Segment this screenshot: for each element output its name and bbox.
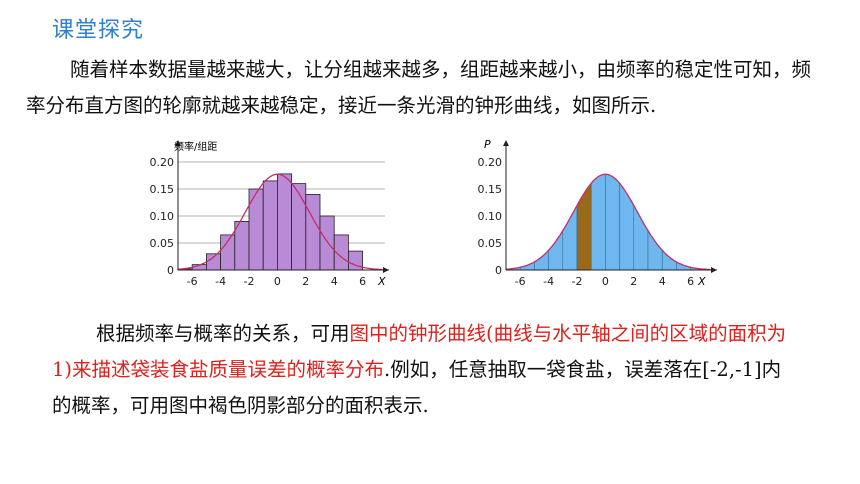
- area-strip: [633, 205, 649, 271]
- x-tick-label: 6: [359, 275, 366, 288]
- section-heading: 课堂探究: [52, 18, 145, 43]
- area-strip: [647, 229, 663, 271]
- y-axis-arrow-icon: [175, 140, 181, 146]
- explanation-paragraph: 根据频率与概率的关系，可用图中的钟形曲线(曲线与水平轴之间的区域的面积为1)来描…: [52, 316, 792, 424]
- x-tick-label: -6: [515, 275, 526, 288]
- bell-curve: [505, 173, 711, 271]
- x-tick-label: -4: [215, 275, 226, 288]
- area-strip: [619, 182, 635, 271]
- x-tick-label: 2: [302, 275, 309, 288]
- histogram-bar: [262, 180, 278, 271]
- histogram-y-axis-label: 频率/组距: [174, 140, 217, 153]
- y-tick-label: 0.10: [478, 210, 503, 223]
- x-axis-arrow-icon: [383, 267, 389, 273]
- histogram-y-tick-labels: 0 0.05 0.10 0.15 0.20: [150, 156, 175, 277]
- histogram-bar: [305, 194, 321, 271]
- y-tick-label: 0.20: [478, 156, 503, 169]
- x-tick-label: 0: [274, 275, 281, 288]
- bell-y-axis-label: P: [484, 138, 491, 151]
- x-tick-label: 6: [687, 275, 694, 288]
- intro-text: 随着样本数据量越来越大，让分组越来越多，组距越来越小，由频率的稳定性可知，频率分…: [26, 58, 812, 117]
- x-tick-label: 0: [602, 275, 609, 288]
- x-tick-label: -4: [543, 275, 554, 288]
- bell-curve-figure: P X 0 0.05 0.10 0.15 0.20 -6 -4 -2 0 2 4 6: [478, 138, 717, 288]
- y-tick-label: 0.15: [150, 183, 175, 196]
- x-tick-label: -2: [572, 275, 583, 288]
- bell-area-strips: [505, 174, 706, 271]
- bell-x-axis-label: X: [697, 275, 706, 288]
- y-tick-label: 0.05: [150, 237, 175, 250]
- x-axis-arrow-icon: [711, 267, 717, 273]
- histogram-x-tick-labels: -6 -4 -2 0 2 4 6: [187, 275, 366, 288]
- shaded-interval-strip: [576, 182, 592, 271]
- y-tick-label: 0.20: [150, 156, 175, 169]
- histogram-bar: [220, 234, 236, 271]
- area-strip: [548, 229, 564, 271]
- explanation-lead: 根据频率与概率的关系，可用: [96, 322, 350, 345]
- bell-axes: [503, 140, 717, 273]
- y-tick-label: 0.05: [478, 237, 503, 250]
- histogram-figure: 频率/组距 X 0 0.05 0.10 0.15 0.20 -6 -4 -2 0 2 4 6: [150, 140, 389, 288]
- area-strip: [590, 174, 606, 271]
- x-tick-label: -6: [187, 275, 198, 288]
- histogram-bars: [177, 173, 363, 271]
- histogram-bar: [276, 173, 292, 271]
- histogram-axes: [175, 140, 389, 273]
- area-strip: [562, 205, 578, 271]
- bell-y-tick-labels: 0 0.05 0.10 0.15 0.20: [478, 156, 503, 277]
- explanation-tail: .例如，任意抽取一袋食盐，误差落在[-2,-1]内的概率，可用图中褐色阴影部分的…: [52, 358, 782, 417]
- histogram-bar: [234, 221, 250, 271]
- x-tick-label: -2: [244, 275, 255, 288]
- x-tick-label: 2: [630, 275, 637, 288]
- y-tick-label: 0: [495, 264, 502, 277]
- histogram-bar: [291, 183, 307, 271]
- y-tick-label: 0.15: [478, 183, 503, 196]
- area-strip: [605, 174, 620, 271]
- histogram-bell-curve: [177, 173, 383, 271]
- x-tick-label: 4: [659, 275, 666, 288]
- y-tick-label: 0: [167, 264, 174, 277]
- intro-paragraph: 随着样本数据量越来越大，让分组越来越多，组距越来越小，由频率的稳定性可知，频率分…: [26, 52, 826, 124]
- x-tick-label: 4: [331, 275, 338, 288]
- y-axis-arrow-icon: [503, 140, 509, 146]
- bell-x-tick-labels: -6 -4 -2 0 2 4 6: [515, 275, 694, 288]
- explanation-highlight: 图中的钟形曲线(曲线与水平轴之间的区域的面积为1)来描述袋装食盐质量误差的概率分…: [52, 322, 787, 381]
- histogram-bar: [319, 215, 335, 271]
- y-tick-label: 0.10: [150, 210, 175, 223]
- histogram-x-axis-label: X: [377, 275, 386, 288]
